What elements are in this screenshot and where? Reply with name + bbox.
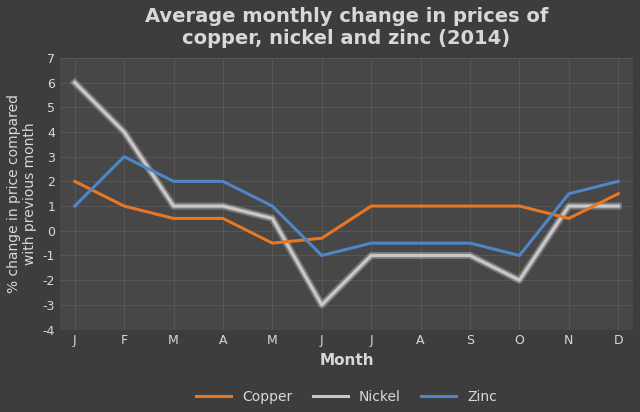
Zinc bbox=[318, 253, 326, 258]
Copper bbox=[466, 204, 474, 208]
X-axis label: Month: Month bbox=[319, 353, 374, 368]
Zinc bbox=[417, 241, 424, 246]
Nickel bbox=[466, 253, 474, 258]
Zinc bbox=[219, 179, 227, 184]
Line: Copper: Copper bbox=[75, 181, 618, 243]
Zinc bbox=[170, 179, 177, 184]
Nickel bbox=[170, 204, 177, 208]
Nickel bbox=[417, 253, 424, 258]
Copper bbox=[120, 204, 128, 208]
Copper bbox=[367, 204, 375, 208]
Nickel bbox=[269, 216, 276, 221]
Copper bbox=[219, 216, 227, 221]
Nickel bbox=[120, 129, 128, 134]
Copper bbox=[417, 204, 424, 208]
Zinc bbox=[614, 179, 622, 184]
Nickel bbox=[367, 253, 375, 258]
Line: Zinc: Zinc bbox=[75, 157, 618, 255]
Copper bbox=[269, 241, 276, 246]
Zinc bbox=[466, 241, 474, 246]
Copper bbox=[614, 191, 622, 196]
Copper bbox=[318, 236, 326, 241]
Zinc bbox=[516, 253, 524, 258]
Nickel bbox=[565, 204, 573, 208]
Nickel bbox=[71, 80, 79, 85]
Nickel bbox=[219, 204, 227, 208]
Nickel bbox=[614, 204, 622, 208]
Zinc bbox=[565, 191, 573, 196]
Zinc bbox=[71, 204, 79, 208]
Nickel bbox=[318, 302, 326, 307]
Zinc bbox=[120, 154, 128, 159]
Y-axis label: % change in price compared
with previous month: % change in price compared with previous… bbox=[7, 94, 37, 293]
Copper bbox=[516, 204, 524, 208]
Copper bbox=[565, 216, 573, 221]
Zinc bbox=[269, 204, 276, 208]
Nickel bbox=[516, 278, 524, 283]
Title: Average monthly change in prices of
copper, nickel and zinc (2014): Average monthly change in prices of copp… bbox=[145, 7, 548, 48]
Zinc bbox=[367, 241, 375, 246]
Line: Nickel: Nickel bbox=[75, 82, 618, 305]
Copper bbox=[170, 216, 177, 221]
Copper bbox=[71, 179, 79, 184]
Legend: Copper, Nickel, Zinc: Copper, Nickel, Zinc bbox=[191, 384, 502, 410]
